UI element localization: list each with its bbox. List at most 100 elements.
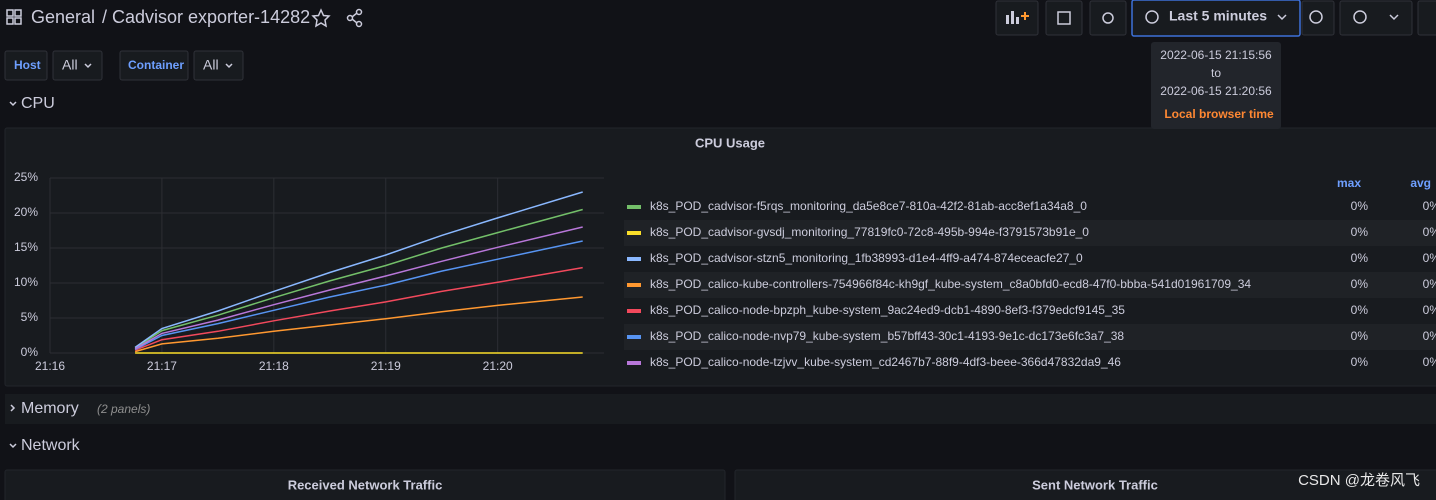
legend-avg: 0%: [1423, 251, 1436, 265]
row-title[interactable]: CPU: [21, 95, 55, 112]
network-panel: [4, 469, 726, 500]
series-line: [134, 266, 583, 351]
share-icon[interactable]: [346, 8, 363, 28]
chevron: [84, 63, 92, 69]
dashboard-title[interactable]: / Cadvisor exporter-14282: [102, 7, 310, 27]
legend-swatch: [627, 257, 641, 261]
refresh-icon: [1353, 10, 1367, 24]
clock-icon: [1145, 10, 1159, 24]
y-tick-label: 15%: [14, 240, 38, 254]
variable-select[interactable]: [193, 50, 244, 81]
legend-avg: 0%: [1423, 225, 1436, 239]
memory-row[interactable]: [5, 394, 1436, 424]
legend-label: k8s_POD_calico-node-nvp79_kube-system_b5…: [650, 329, 1124, 343]
series-line: [134, 226, 583, 350]
settings-icon: [1102, 12, 1114, 24]
series-line: [134, 240, 583, 351]
legend-label: k8s_POD_calico-node-tzjvv_kube-system_cd…: [650, 355, 1121, 369]
variable-label-box: [119, 50, 189, 81]
legend-column-header: max: [1337, 176, 1361, 190]
x-tick-label: 21:19: [371, 359, 401, 373]
add-panel-icon: [1006, 11, 1029, 24]
row-title[interactable]: Memory: [21, 400, 79, 417]
legend-avg: 0%: [1423, 303, 1436, 317]
tooltip-zone: Local browser time: [1164, 107, 1274, 121]
legend-avg: 0%: [1423, 355, 1436, 369]
x-tick-label: 21:18: [259, 359, 289, 373]
variable-value: All: [62, 57, 78, 73]
legend-avg: 0%: [1423, 329, 1436, 343]
row-chevron[interactable]: [9, 443, 17, 449]
panel-title: Received Network Traffic: [288, 477, 443, 492]
row-chevron[interactable]: [10, 404, 16, 412]
cpu-chart: 0% 5% 10% 15% 20% 25% 21:16 21:17 21:18 21:19 21:2…: [14, 170, 1436, 373]
tooltip-to: 2022-06-15 21:20:56: [1160, 84, 1272, 98]
legend-swatch: [627, 361, 641, 365]
legend-max: 0%: [1351, 251, 1369, 265]
variable-select[interactable]: [52, 50, 103, 81]
chevron: [1277, 14, 1287, 21]
series-line: [134, 208, 583, 349]
legend-max: 0%: [1351, 329, 1369, 343]
tooltip-from: 2022-06-15 21:15:56: [1160, 48, 1272, 62]
legend-column-header: avg: [1410, 176, 1431, 190]
legend-max: 0%: [1351, 303, 1369, 317]
tooltip-to-word: to: [1211, 66, 1221, 80]
legend-max: 0%: [1351, 225, 1369, 239]
time-tooltip: [1151, 42, 1281, 129]
time-range: Last 5 minutes: [1169, 8, 1267, 24]
series-line: [134, 296, 583, 353]
legend-label: k8s_POD_cadvisor-gvsdj_monitoring_77819f…: [650, 225, 1089, 239]
save-button[interactable]: [1045, 0, 1083, 36]
grid-icon[interactable]: [6, 9, 22, 25]
legend-label: k8s_POD_cadvisor-stzn5_monitoring_1fb389…: [650, 251, 1083, 265]
legend-swatch: [627, 335, 641, 339]
variable-label: Host: [14, 58, 41, 72]
x-tick-label: 21:16: [35, 359, 65, 373]
row-note: (2 panels): [97, 402, 150, 416]
legend-max: 0%: [1351, 199, 1369, 213]
settings-button[interactable]: [1089, 0, 1127, 36]
legend-swatch: [627, 231, 641, 235]
legend-row-bg: [624, 272, 1436, 298]
y-tick-label: 0%: [21, 345, 39, 359]
legend-max: 0%: [1351, 355, 1369, 369]
variable-label-box: [4, 50, 48, 81]
zoom-icon: [1309, 10, 1323, 24]
legend-label: k8s_POD_calico-node-bpzph_kube-system_9a…: [650, 303, 1125, 317]
time-picker[interactable]: [1131, 0, 1301, 37]
tv-button[interactable]: [1417, 0, 1436, 36]
row-title[interactable]: Network: [21, 437, 81, 454]
legend-swatch: [627, 283, 641, 287]
chevron: [225, 63, 233, 69]
y-tick-label: 25%: [14, 170, 38, 184]
y-tick-label: 20%: [14, 205, 38, 219]
legend-swatch: [627, 309, 641, 313]
legend-row-bg: [624, 324, 1436, 350]
network-panel: [734, 469, 1436, 500]
legend-label: k8s_POD_calico-kube-controllers-754966f8…: [650, 277, 1251, 291]
variable-label: Container: [128, 58, 184, 72]
chevron: [1389, 14, 1399, 21]
legend-avg: 0%: [1423, 199, 1436, 213]
y-tick-label: 10%: [14, 275, 38, 289]
x-tick-label: 21:17: [147, 359, 177, 373]
legend-avg: 0%: [1423, 277, 1436, 291]
legend-max: 0%: [1351, 277, 1369, 291]
star-icon[interactable]: [311, 8, 331, 28]
panel-title: CPU Usage: [695, 135, 765, 150]
legend-label: k8s_POD_cadvisor-f5rqs_monitoring_da5e8c…: [650, 199, 1087, 213]
variable-value: All: [203, 57, 219, 73]
legend-row-bg: [624, 220, 1436, 246]
save-icon: [1057, 11, 1071, 25]
panel-title: Sent Network Traffic: [1032, 477, 1158, 492]
row-chevron[interactable]: [9, 101, 17, 107]
zoom-out-button[interactable]: [1301, 0, 1335, 36]
y-tick-label: 5%: [21, 310, 39, 324]
refresh-button[interactable]: [1339, 0, 1413, 36]
watermark: CSDN @龙卷风飞: [1298, 472, 1420, 489]
breadcrumb-folder[interactable]: General: [31, 7, 95, 27]
series-line: [134, 191, 583, 349]
legend-swatch: [627, 205, 641, 209]
